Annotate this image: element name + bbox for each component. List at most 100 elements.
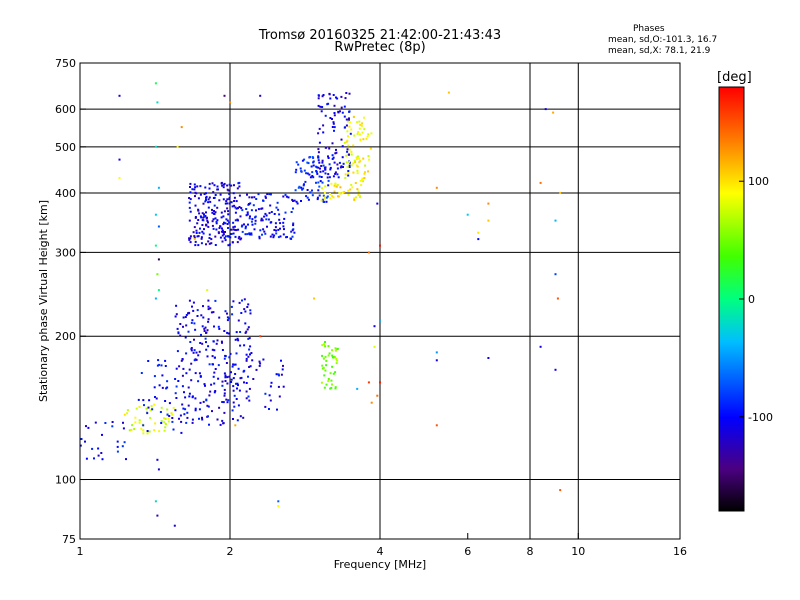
data-point	[357, 131, 360, 133]
data-point	[226, 312, 228, 315]
data-point	[308, 173, 311, 176]
data-point	[206, 289, 209, 292]
data-point	[274, 226, 277, 229]
data-point	[100, 452, 103, 454]
data-point	[311, 189, 313, 192]
data-point	[317, 97, 320, 100]
data-point	[345, 161, 348, 164]
data-point	[189, 191, 192, 194]
data-point	[345, 118, 348, 121]
data-point	[347, 144, 350, 147]
data-point	[207, 225, 210, 228]
data-point	[207, 308, 210, 311]
data-point	[172, 428, 175, 431]
data-point	[275, 373, 278, 376]
data-point	[295, 161, 298, 164]
data-point	[259, 362, 262, 365]
data-point	[194, 407, 197, 410]
data-point	[211, 410, 213, 413]
data-point	[174, 378, 177, 380]
data-point	[147, 406, 150, 409]
data-point	[333, 184, 336, 187]
data-point	[208, 242, 211, 245]
data-point	[435, 351, 438, 354]
data-point	[159, 411, 162, 413]
data-point	[217, 377, 220, 380]
data-point	[199, 401, 202, 404]
data-point	[183, 413, 186, 416]
data-point	[232, 221, 235, 224]
data-point	[287, 196, 290, 199]
data-point	[307, 198, 310, 201]
data-point	[219, 236, 222, 239]
data-point	[317, 104, 320, 107]
data-point	[269, 235, 272, 238]
data-point	[235, 398, 238, 400]
data-point	[229, 101, 231, 104]
data-point	[356, 169, 359, 172]
data-point	[356, 387, 359, 390]
data-point	[232, 401, 235, 404]
data-point	[232, 232, 235, 235]
data-point	[224, 374, 227, 377]
data-point	[317, 132, 320, 135]
data-point	[364, 171, 366, 174]
data-point	[250, 232, 253, 235]
data-point	[376, 202, 379, 205]
data-point	[190, 347, 193, 349]
data-point	[367, 381, 370, 384]
data-point	[260, 207, 263, 210]
data-point	[188, 368, 191, 371]
data-point	[321, 354, 324, 357]
data-point	[328, 352, 331, 355]
data-point	[319, 105, 322, 108]
data-point	[333, 161, 336, 164]
data-point	[175, 313, 178, 316]
data-point	[193, 322, 196, 325]
data-point	[342, 162, 345, 165]
data-point	[211, 220, 214, 223]
data-point	[343, 191, 346, 194]
data-point	[323, 201, 326, 203]
data-point	[226, 401, 229, 404]
data-point	[188, 206, 191, 209]
data-point	[213, 325, 215, 328]
data-point	[262, 358, 265, 361]
data-point	[311, 171, 314, 174]
data-point	[193, 359, 196, 362]
data-point	[293, 199, 296, 202]
data-point	[277, 236, 280, 239]
data-point	[228, 375, 231, 378]
data-point	[199, 185, 202, 188]
data-point	[310, 165, 313, 168]
data-point	[146, 432, 149, 435]
data-point	[331, 154, 334, 157]
data-point	[244, 233, 247, 236]
data-point	[235, 229, 238, 232]
data-point	[325, 146, 328, 149]
data-point	[228, 198, 231, 200]
data-point	[306, 189, 309, 191]
data-point	[221, 341, 223, 344]
data-point	[207, 198, 210, 201]
data-point	[251, 223, 254, 226]
data-point	[171, 417, 174, 419]
data-point	[320, 176, 323, 178]
data-point	[245, 330, 248, 333]
data-point	[149, 409, 152, 412]
data-point	[204, 337, 207, 340]
data-point	[238, 194, 241, 197]
data-point	[237, 228, 240, 231]
data-point	[326, 176, 329, 179]
data-point	[180, 359, 183, 362]
data-point	[435, 186, 438, 189]
data-point	[282, 233, 285, 236]
data-point	[334, 387, 337, 390]
data-point	[345, 154, 348, 157]
data-point	[255, 368, 258, 371]
data-point	[306, 196, 309, 199]
data-point	[160, 422, 163, 424]
data-point	[94, 421, 97, 424]
data-point	[204, 384, 206, 387]
data-point	[322, 94, 325, 96]
